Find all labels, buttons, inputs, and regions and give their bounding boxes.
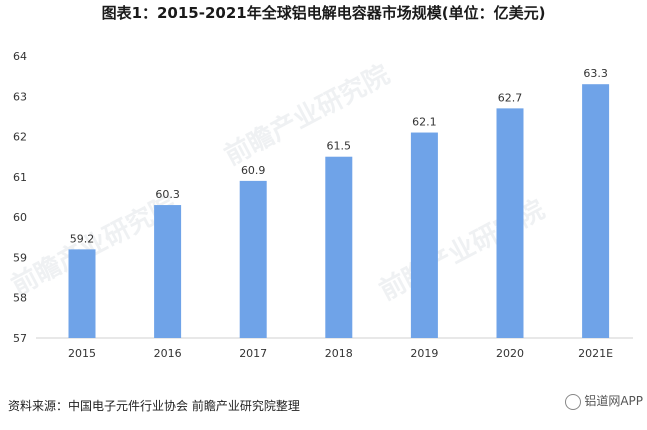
y-tick-label: 62 — [13, 131, 27, 144]
source-note: 资料来源：中国电子元件行业协会 前瞻产业研究院整理 — [8, 399, 300, 413]
corner-watermark: 铝道网APP — [565, 392, 643, 410]
data-label: 59.2 — [70, 232, 95, 245]
y-tick-label: 57 — [13, 332, 27, 345]
y-tick-label: 60 — [13, 211, 27, 224]
x-tick-label: 2016 — [154, 347, 182, 360]
x-tick-label: 2015 — [68, 347, 96, 360]
x-tick-label: 2018 — [325, 347, 353, 360]
data-label: 63.3 — [583, 67, 608, 80]
bar — [325, 156, 353, 338]
y-tick-label: 61 — [13, 171, 27, 184]
x-tick-label: 2021E — [578, 347, 613, 360]
y-tick-label: 64 — [13, 50, 27, 63]
bar — [68, 249, 96, 338]
y-tick-label: 58 — [13, 292, 27, 305]
chart-title: 图表1：2015-2021年全球铝电解电容器市场规模(单位：亿美元) — [101, 4, 546, 22]
bar — [239, 180, 267, 338]
data-label: 60.3 — [155, 188, 180, 201]
wechat-icon — [565, 393, 582, 410]
data-label: 62.7 — [498, 91, 523, 104]
x-tick-label: 2020 — [496, 347, 524, 360]
y-tick-label: 59 — [13, 251, 27, 264]
bars: 59.2 60.3 60.9 61.5 62.1 62.7 63.3 — [68, 67, 610, 338]
y-axis: 57 58 59 60 61 62 63 64 — [13, 50, 27, 345]
x-tick-label: 2017 — [239, 347, 267, 360]
corner-watermark-text: 铝道网APP — [584, 394, 643, 408]
x-axis: 2015 2016 2017 2018 2019 2020 2021E — [68, 347, 613, 360]
bar — [410, 132, 438, 338]
bar — [154, 205, 182, 338]
data-label: 61.5 — [327, 140, 352, 153]
x-tick-label: 2019 — [410, 347, 438, 360]
y-tick-label: 63 — [13, 90, 27, 103]
bar — [496, 108, 524, 338]
bar — [582, 84, 610, 338]
data-label: 62.1 — [412, 116, 437, 129]
data-label: 60.9 — [241, 164, 266, 177]
